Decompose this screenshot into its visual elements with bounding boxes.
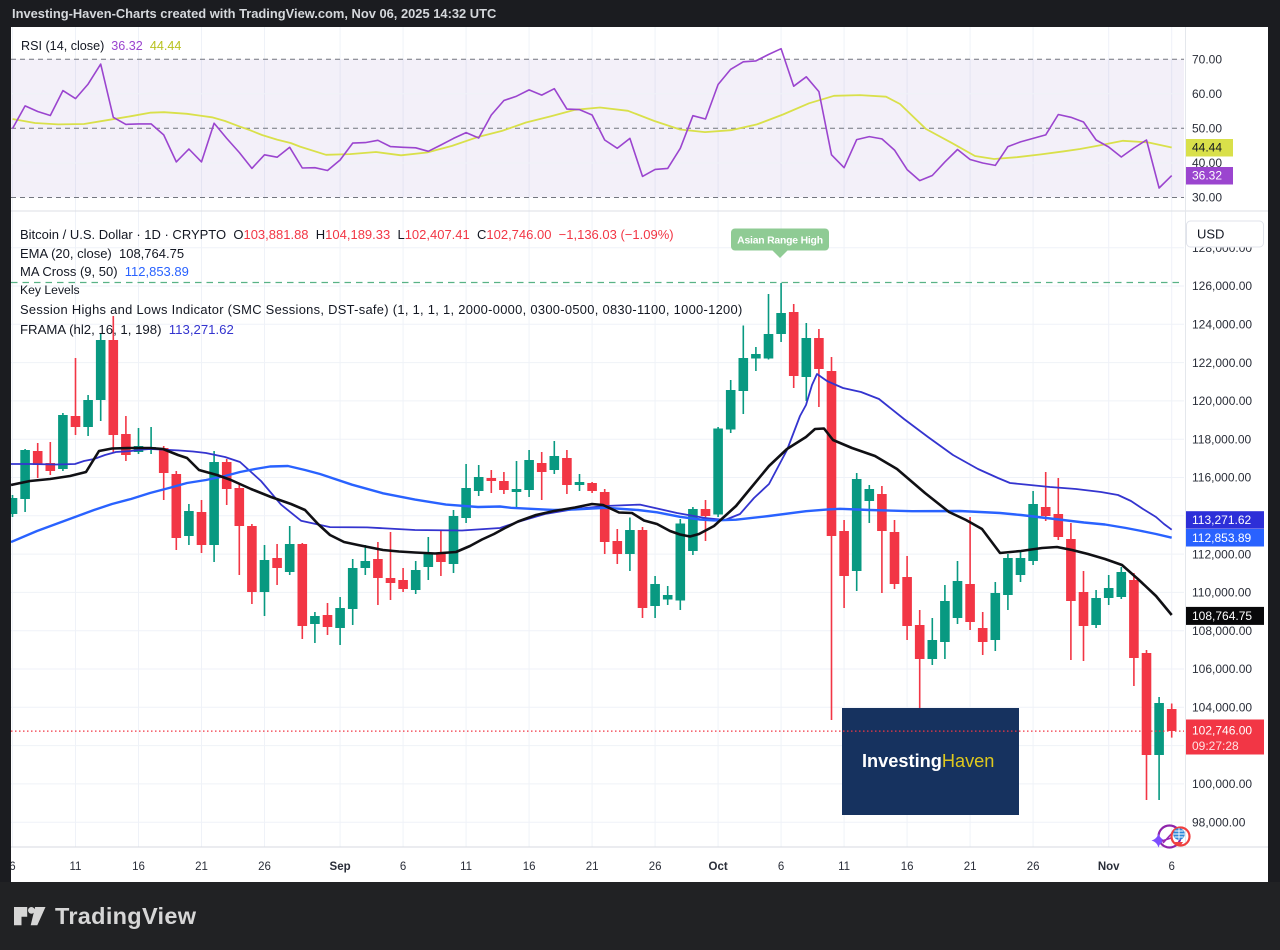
svg-text:6: 6 [400, 861, 406, 873]
svg-text:126,000.00: 126,000.00 [1192, 279, 1252, 293]
svg-text:44.44: 44.44 [1192, 141, 1222, 155]
svg-text:21: 21 [195, 861, 208, 873]
svg-text:11: 11 [70, 861, 82, 873]
svg-text:50.00: 50.00 [1192, 122, 1222, 136]
svg-text:Asian Range High: Asian Range High [737, 236, 823, 247]
svg-text:104,000.00: 104,000.00 [1192, 701, 1252, 715]
svg-text:26: 26 [1027, 861, 1040, 873]
svg-text:Sep: Sep [330, 861, 351, 873]
svg-text:60.00: 60.00 [1192, 87, 1222, 101]
svg-text:Nov: Nov [1098, 861, 1120, 873]
svg-text:11: 11 [460, 861, 472, 873]
svg-text:16: 16 [901, 861, 914, 873]
svg-text:26: 26 [258, 861, 271, 873]
svg-text:6: 6 [778, 861, 784, 873]
svg-text:21: 21 [586, 861, 599, 873]
svg-text:16: 16 [523, 861, 536, 873]
svg-text:30.00: 30.00 [1192, 191, 1222, 205]
svg-text:6: 6 [1168, 861, 1174, 873]
svg-text:InvestingHaven: InvestingHaven [862, 751, 994, 771]
svg-text:11: 11 [838, 861, 850, 873]
svg-text:100,000.00: 100,000.00 [1192, 777, 1252, 791]
svg-text:21: 21 [964, 861, 977, 873]
svg-text:113,271.62: 113,271.62 [1192, 513, 1251, 527]
svg-text:118,000.00: 118,000.00 [1192, 432, 1251, 446]
svg-text:Oct: Oct [709, 861, 728, 873]
svg-text:26: 26 [649, 861, 662, 873]
svg-text:102,746.00: 102,746.00 [1192, 724, 1252, 738]
svg-text:122,000.00: 122,000.00 [1192, 356, 1252, 370]
svg-text:110,000.00: 110,000.00 [1192, 586, 1251, 600]
svg-text:36.32: 36.32 [1192, 169, 1222, 183]
svg-text:40.00: 40.00 [1192, 156, 1222, 170]
svg-text:112,000.00: 112,000.00 [1192, 547, 1251, 561]
svg-text:6: 6 [9, 861, 15, 873]
svg-text:108,000.00: 108,000.00 [1192, 624, 1252, 638]
svg-text:70.00: 70.00 [1192, 52, 1222, 66]
svg-text:98,000.00: 98,000.00 [1192, 815, 1246, 829]
svg-text:16: 16 [132, 861, 145, 873]
svg-text:USD: USD [1197, 227, 1224, 242]
svg-text:112,853.89: 112,853.89 [1192, 531, 1251, 545]
svg-text:120,000.00: 120,000.00 [1192, 394, 1252, 408]
svg-text:116,000.00: 116,000.00 [1192, 471, 1251, 485]
svg-text:124,000.00: 124,000.00 [1192, 318, 1252, 332]
svg-text:106,000.00: 106,000.00 [1192, 662, 1252, 676]
svg-text:09:27:28: 09:27:28 [1192, 739, 1239, 753]
svg-text:108,764.75: 108,764.75 [1192, 609, 1252, 623]
